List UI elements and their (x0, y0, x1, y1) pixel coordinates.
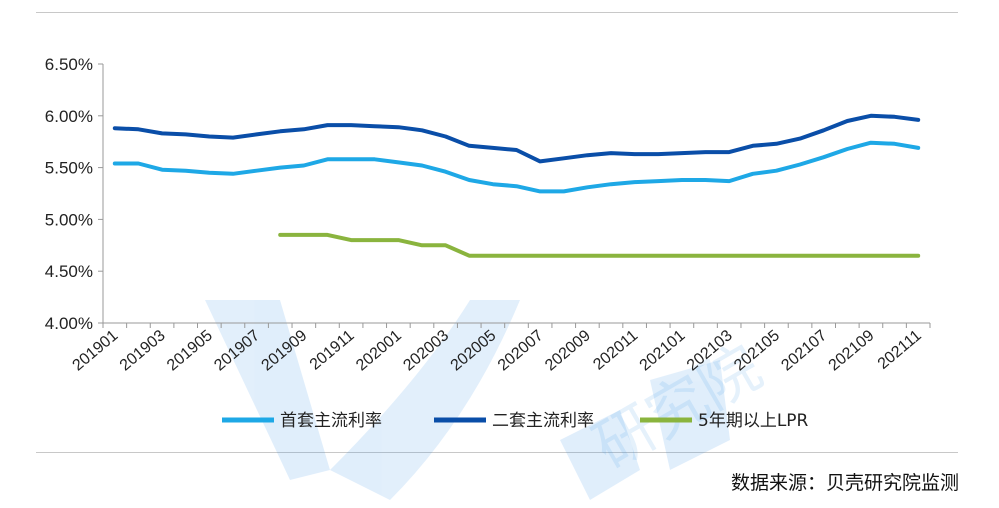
x-tick-label: 202011 (590, 327, 641, 374)
x-tick-label: 202107 (778, 327, 830, 374)
x-tick-label: 202109 (826, 327, 878, 374)
y-tick-label: 5.50% (45, 159, 93, 178)
x-tick-label: 201905 (164, 327, 216, 374)
x-tick-label: 202001 (353, 327, 405, 374)
x-tick-label: 202103 (684, 327, 736, 374)
legend: 首套主流利率 二套主流利率 5年期以上LPR (222, 411, 809, 431)
y-tick-label: 4.50% (45, 262, 93, 281)
series-line-3 (278, 232, 921, 258)
legend-label: 二套主流利率 (492, 411, 594, 431)
source-note: 数据来源：贝壳研究院监测 (730, 472, 959, 494)
x-tick-label: 202105 (731, 327, 783, 374)
series-line-2 (112, 113, 921, 164)
legend-label: 5年期以上LPR (698, 411, 809, 431)
series-line-1 (112, 140, 921, 194)
x-tick-label: 201907 (211, 327, 263, 374)
x-tick-label: 201909 (259, 327, 311, 374)
x-tick-label: 201903 (117, 327, 169, 374)
legend-label: 首套主流利率 (280, 411, 382, 431)
y-tick-label: 5.00% (45, 210, 93, 229)
x-tick-label: 202101 (637, 327, 689, 374)
chart-axes (98, 63, 931, 328)
y-tick-label: 6.00% (45, 107, 93, 126)
x-tick-label: 201911 (307, 327, 358, 374)
x-tick-label: 202003 (400, 327, 452, 374)
x-tick-label: 202005 (448, 327, 500, 374)
x-tick-label: 202111 (875, 327, 925, 373)
x-tick-label: 201901 (70, 327, 122, 374)
x-tick-label: 202007 (495, 327, 547, 374)
y-tick-labels: 4.00% 4.50% 5.00% 5.50% 6.00% 6.50% (45, 55, 93, 333)
x-tick-labels: 2019012019032019052019072019092019112020… (70, 327, 925, 374)
x-tick-label: 202009 (542, 327, 594, 374)
bottom-rule (36, 452, 958, 453)
series-lines (112, 113, 921, 258)
y-tick-label: 6.50% (45, 55, 93, 74)
y-tick-label: 4.00% (45, 314, 93, 333)
top-rule (36, 12, 958, 13)
